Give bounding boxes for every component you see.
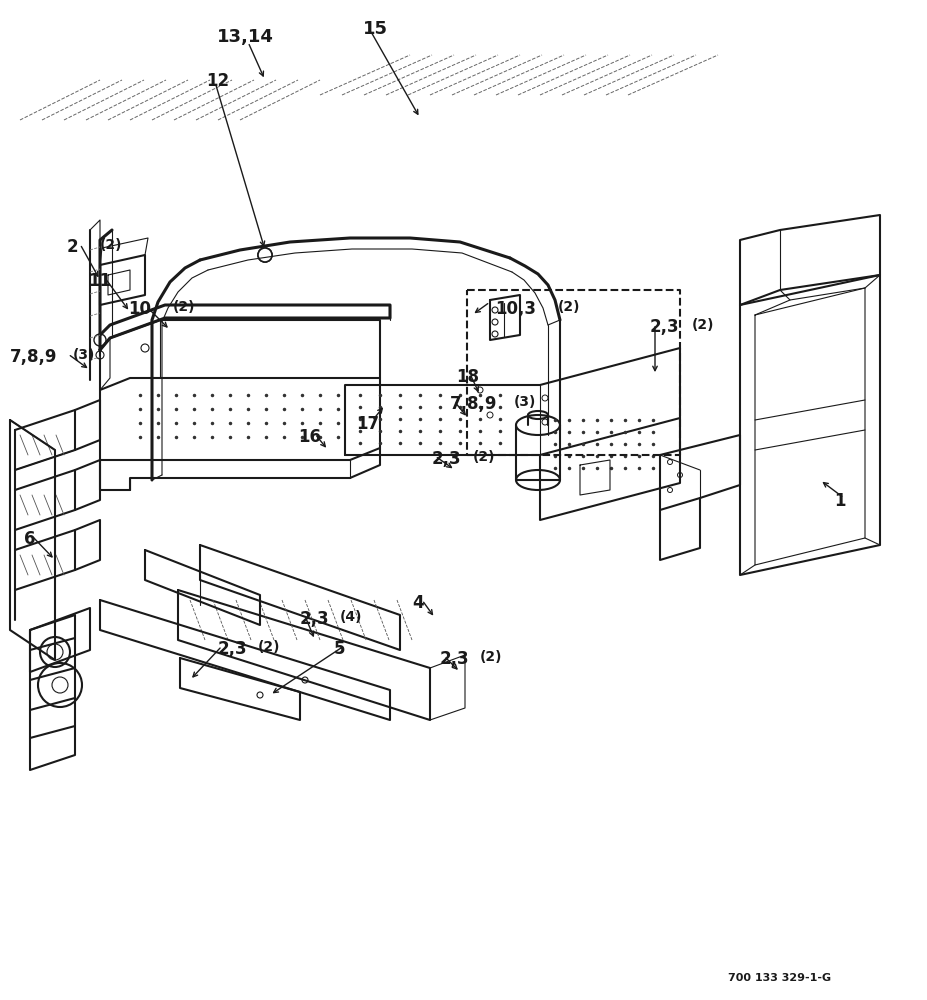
Text: 11: 11: [88, 272, 111, 290]
Text: 2,3: 2,3: [218, 640, 248, 658]
Text: (3): (3): [514, 395, 536, 409]
Text: 7,8,9: 7,8,9: [450, 395, 497, 413]
Text: (2): (2): [473, 450, 495, 464]
Text: (2): (2): [100, 238, 122, 252]
Text: 7,8,9: 7,8,9: [10, 348, 57, 366]
Text: 12: 12: [206, 72, 229, 90]
Text: 6: 6: [24, 530, 36, 548]
Text: (2): (2): [258, 640, 280, 654]
Text: 16: 16: [298, 428, 321, 446]
Text: (2): (2): [172, 300, 196, 314]
Text: 2,3: 2,3: [649, 318, 679, 336]
Text: 15: 15: [362, 20, 387, 38]
Text: 4: 4: [412, 594, 424, 612]
Text: 18: 18: [456, 368, 479, 386]
Text: 1: 1: [833, 492, 844, 510]
Text: (2): (2): [692, 318, 714, 332]
Circle shape: [258, 248, 272, 262]
Text: 13,14: 13,14: [216, 28, 273, 46]
Text: 10,3: 10,3: [494, 300, 536, 318]
Text: 17: 17: [356, 415, 379, 433]
Text: (4): (4): [339, 610, 362, 624]
Text: (2): (2): [479, 650, 502, 664]
Text: (3): (3): [73, 348, 95, 362]
Text: 5: 5: [334, 640, 346, 658]
Text: 2,3: 2,3: [299, 610, 329, 628]
Text: (2): (2): [557, 300, 580, 314]
Text: 2: 2: [66, 238, 78, 256]
Text: 700 133 329-1-G: 700 133 329-1-G: [727, 973, 831, 983]
Text: 2,3: 2,3: [432, 450, 461, 468]
Circle shape: [261, 252, 268, 258]
Text: 10: 10: [128, 300, 151, 318]
Text: 2,3: 2,3: [439, 650, 469, 668]
